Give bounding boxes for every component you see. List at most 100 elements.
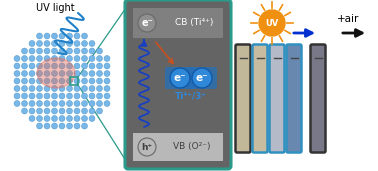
Text: Ti⁴⁺/3⁺: Ti⁴⁺/3⁺ <box>175 91 207 101</box>
Bar <box>70 77 78 85</box>
Circle shape <box>74 56 80 62</box>
Circle shape <box>74 108 80 114</box>
Circle shape <box>82 123 87 129</box>
Circle shape <box>96 48 102 54</box>
Circle shape <box>51 123 57 129</box>
Circle shape <box>51 86 57 91</box>
Circle shape <box>89 115 95 122</box>
Circle shape <box>59 70 65 76</box>
Circle shape <box>29 78 35 84</box>
Circle shape <box>22 93 28 99</box>
Circle shape <box>29 108 35 114</box>
Circle shape <box>96 108 102 114</box>
Circle shape <box>29 93 35 99</box>
Circle shape <box>82 78 87 84</box>
FancyBboxPatch shape <box>165 67 195 89</box>
Circle shape <box>37 41 42 47</box>
Circle shape <box>104 93 110 99</box>
Circle shape <box>67 108 73 114</box>
FancyBboxPatch shape <box>287 44 302 153</box>
Circle shape <box>37 101 42 107</box>
Circle shape <box>51 93 57 99</box>
Circle shape <box>82 115 87 122</box>
Circle shape <box>82 41 87 47</box>
Circle shape <box>29 86 35 91</box>
Circle shape <box>14 56 20 62</box>
Circle shape <box>37 70 42 76</box>
FancyBboxPatch shape <box>270 44 285 153</box>
Circle shape <box>59 86 65 91</box>
Circle shape <box>44 56 50 62</box>
Circle shape <box>104 86 110 91</box>
Circle shape <box>44 101 50 107</box>
Text: e⁻: e⁻ <box>196 73 208 83</box>
Circle shape <box>44 93 50 99</box>
Circle shape <box>22 56 28 62</box>
Circle shape <box>67 93 73 99</box>
Circle shape <box>104 101 110 107</box>
Circle shape <box>22 48 28 54</box>
Circle shape <box>74 48 80 54</box>
Circle shape <box>22 63 28 69</box>
Circle shape <box>67 56 73 62</box>
Circle shape <box>44 78 50 84</box>
FancyBboxPatch shape <box>187 67 217 89</box>
Text: UV light: UV light <box>36 3 74 13</box>
Circle shape <box>138 138 156 156</box>
Circle shape <box>96 93 102 99</box>
Circle shape <box>192 68 212 88</box>
Circle shape <box>74 101 80 107</box>
Circle shape <box>44 70 50 76</box>
Circle shape <box>29 101 35 107</box>
Circle shape <box>89 101 95 107</box>
Circle shape <box>37 115 42 122</box>
Text: CB (Ti⁴⁺): CB (Ti⁴⁺) <box>175 18 213 28</box>
Circle shape <box>82 48 87 54</box>
Circle shape <box>44 63 50 69</box>
Circle shape <box>67 41 73 47</box>
Circle shape <box>59 93 65 99</box>
Text: UV: UV <box>265 18 279 28</box>
Circle shape <box>29 63 35 69</box>
Circle shape <box>59 56 65 62</box>
Circle shape <box>44 108 50 114</box>
Circle shape <box>51 101 57 107</box>
Circle shape <box>89 93 95 99</box>
Circle shape <box>59 101 65 107</box>
Circle shape <box>104 70 110 76</box>
Circle shape <box>44 41 50 47</box>
Circle shape <box>29 56 35 62</box>
Circle shape <box>74 93 80 99</box>
Circle shape <box>96 101 102 107</box>
Circle shape <box>89 56 95 62</box>
Circle shape <box>74 70 80 76</box>
Circle shape <box>59 123 65 129</box>
Circle shape <box>104 63 110 69</box>
Circle shape <box>44 115 50 122</box>
Circle shape <box>74 115 80 122</box>
Circle shape <box>104 78 110 84</box>
Circle shape <box>37 48 42 54</box>
Circle shape <box>67 123 73 129</box>
Circle shape <box>59 48 65 54</box>
Circle shape <box>74 123 80 129</box>
Circle shape <box>74 78 80 84</box>
Circle shape <box>14 93 20 99</box>
Text: VB (O²⁻): VB (O²⁻) <box>173 142 211 152</box>
Circle shape <box>51 78 57 84</box>
Circle shape <box>96 78 102 84</box>
Bar <box>133 8 223 38</box>
Circle shape <box>82 56 87 62</box>
Circle shape <box>138 14 156 32</box>
Circle shape <box>51 33 57 39</box>
FancyBboxPatch shape <box>253 44 268 153</box>
Text: +air: +air <box>337 14 359 24</box>
Circle shape <box>14 70 20 76</box>
Circle shape <box>82 70 87 76</box>
Circle shape <box>37 86 42 91</box>
Text: h⁺: h⁺ <box>141 142 153 152</box>
Circle shape <box>74 86 80 91</box>
Circle shape <box>14 63 20 69</box>
Circle shape <box>170 68 190 88</box>
Circle shape <box>59 108 65 114</box>
